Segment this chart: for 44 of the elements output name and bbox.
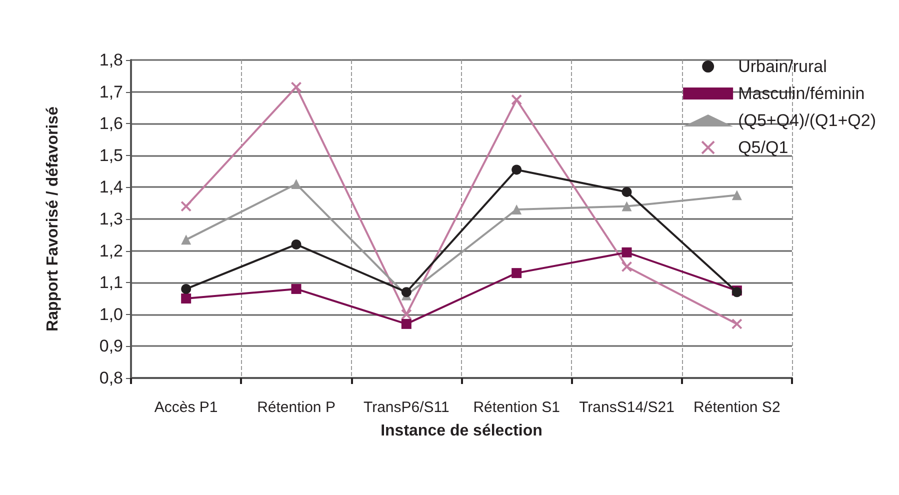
y-tick-label: 1,3 (99, 210, 123, 228)
point (512, 268, 522, 278)
x-tick-label: Rétention S1 (473, 399, 560, 416)
x-axis-title: Instance de sélection (380, 422, 542, 440)
point (181, 294, 192, 304)
point (291, 179, 302, 190)
point (291, 284, 302, 294)
point (622, 247, 632, 258)
legend-label: (Q5+Q4)/(Q1+Q2) (738, 111, 876, 130)
y-tick-label: 1,7 (99, 82, 123, 102)
x-tick-label: TransS14/S21 (579, 399, 674, 416)
point (622, 186, 632, 197)
y-tick-label: 0,8 (99, 368, 123, 388)
x-tick-label: TransP6/S11 (363, 399, 450, 416)
point (622, 201, 632, 212)
point (400, 308, 412, 320)
point (290, 82, 302, 93)
y-tick-label: 0,9 (99, 336, 123, 356)
y-tick-label: 1,2 (99, 241, 123, 260)
legend-label: Urbain/rural (738, 57, 827, 76)
point (621, 261, 632, 272)
point (731, 318, 742, 330)
point (732, 190, 742, 200)
point (291, 239, 302, 250)
point (181, 234, 192, 245)
y-tick-label: 1,0 (99, 304, 123, 324)
y-axis-title: Rapport Favorisé / défavorisé (44, 106, 62, 332)
y-tick-label: 1,1 (99, 273, 123, 292)
point (512, 204, 522, 214)
point (511, 94, 522, 106)
legend-label: Masculin/féminin (738, 84, 865, 103)
x-tick-label: Rétention S2 (694, 399, 780, 416)
point (401, 318, 412, 329)
point (180, 200, 192, 212)
y-tick-label: 1,6 (99, 114, 123, 134)
y-tick-label: 1,4 (99, 178, 123, 197)
point (401, 287, 412, 298)
x-tick-label: Accès P1 (154, 399, 218, 416)
point (512, 164, 522, 175)
y-tick-label: 1,8 (99, 50, 123, 70)
y-tick-label: 1,5 (99, 146, 123, 165)
point (181, 284, 192, 294)
x-tick-label: Rétention P (257, 399, 336, 416)
legend-label: Q5/Q1 (738, 138, 788, 157)
